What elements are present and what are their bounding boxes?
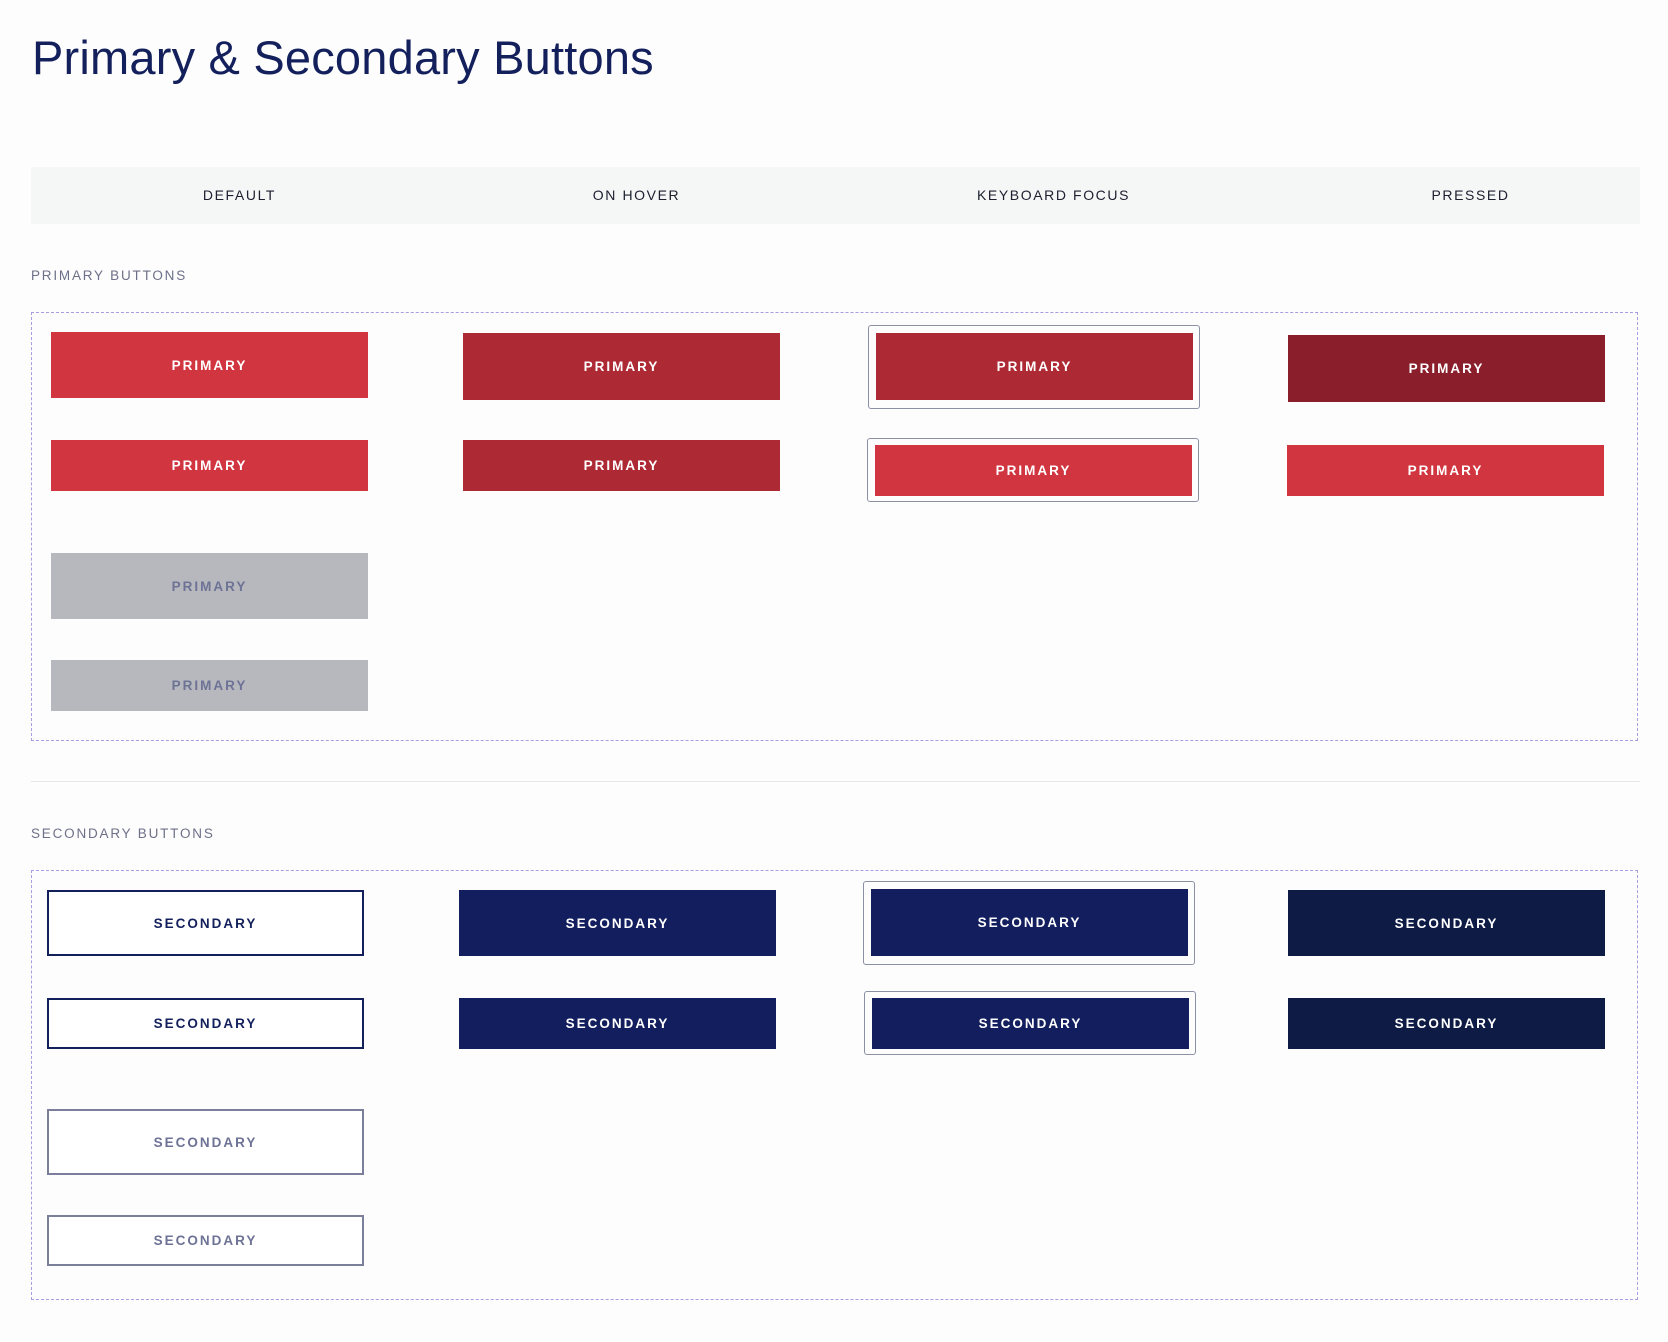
page-title: Primary & Secondary Buttons: [32, 31, 654, 84]
primary-button-hover-large[interactable]: PRIMARY: [463, 333, 780, 400]
secondary-button-disabled-large: SECONDARY: [47, 1109, 364, 1175]
primary-focus-ring-large: [868, 325, 1200, 409]
secondary-button-focus-large[interactable]: SECONDARY: [871, 889, 1188, 956]
column-header-pressed: PRESSED: [1431, 187, 1510, 203]
secondary-button-hover-large[interactable]: SECONDARY: [459, 890, 776, 956]
secondary-button-hover-small[interactable]: SECONDARY: [459, 998, 776, 1049]
secondary-buttons-container: [31, 870, 1638, 1300]
primary-button-pressed-small[interactable]: PRIMARY: [1287, 445, 1604, 496]
primary-button-default-small[interactable]: PRIMARY: [51, 440, 368, 491]
section-divider: [31, 781, 1640, 782]
secondary-button-focus-small[interactable]: SECONDARY: [872, 998, 1189, 1049]
secondary-button-default-large[interactable]: SECONDARY: [47, 890, 364, 956]
secondary-section-label: SECONDARY BUTTONS: [31, 826, 215, 841]
primary-button-pressed-large[interactable]: PRIMARY: [1288, 335, 1605, 402]
primary-button-hover-small[interactable]: PRIMARY: [463, 440, 780, 491]
secondary-focus-ring-small: [864, 991, 1196, 1055]
primary-button-focus-large[interactable]: PRIMARY: [876, 333, 1193, 400]
primary-button-default-large[interactable]: PRIMARY: [51, 332, 368, 398]
secondary-button-disabled-small: SECONDARY: [47, 1215, 364, 1266]
column-header-default: DEFAULT: [202, 187, 277, 203]
primary-focus-ring-small: [867, 438, 1199, 502]
secondary-button-pressed-small[interactable]: SECONDARY: [1288, 998, 1605, 1049]
primary-section-label: PRIMARY BUTTONS: [31, 268, 188, 283]
primary-button-disabled-large: PRIMARY: [51, 553, 368, 619]
secondary-focus-ring-large: [863, 881, 1195, 965]
primary-buttons-container: [31, 312, 1638, 741]
column-header-keyboard-focus: KEYBOARD FOCUS: [976, 187, 1131, 203]
primary-button-focus-small[interactable]: PRIMARY: [875, 445, 1192, 496]
column-header-hover: ON HOVER: [592, 187, 681, 203]
secondary-button-pressed-large[interactable]: SECONDARY: [1288, 890, 1605, 956]
primary-button-disabled-small: PRIMARY: [51, 660, 368, 711]
secondary-button-default-small[interactable]: SECONDARY: [47, 998, 364, 1049]
state-column-header: DEFAULT ON HOVER KEYBOARD FOCUS PRESSED: [31, 167, 1640, 224]
